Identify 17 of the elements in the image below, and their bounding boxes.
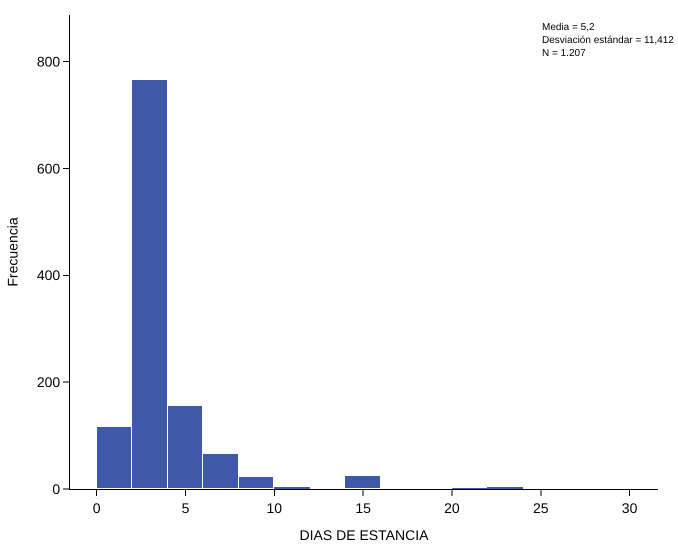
x-tick-label: 10: [266, 500, 282, 516]
x-tick-label: 15: [355, 500, 372, 516]
y-tick-label: 800: [36, 53, 60, 70]
y-tick-label: 600: [36, 160, 60, 176]
annotation: Desviación estándar = 11,412: [542, 35, 674, 46]
annotation: N = 1.207: [542, 48, 586, 59]
x-tick-label: 0: [92, 500, 101, 516]
annotation: Media = 5,2: [542, 22, 595, 33]
x-tick-label: 30: [622, 500, 638, 516]
y-tick-label: 400: [36, 267, 60, 284]
x-axis-title: DIAS DE ESTANCIA: [300, 527, 430, 544]
y-tick-label: 200: [36, 374, 60, 390]
y-tick-label: 0: [52, 480, 60, 497]
y-axis-title: Frecuencia: [4, 217, 20, 287]
x-tick-label: 20: [444, 500, 460, 516]
x-tick-label: 5: [182, 500, 190, 516]
x-tick-label: 25: [532, 500, 549, 516]
